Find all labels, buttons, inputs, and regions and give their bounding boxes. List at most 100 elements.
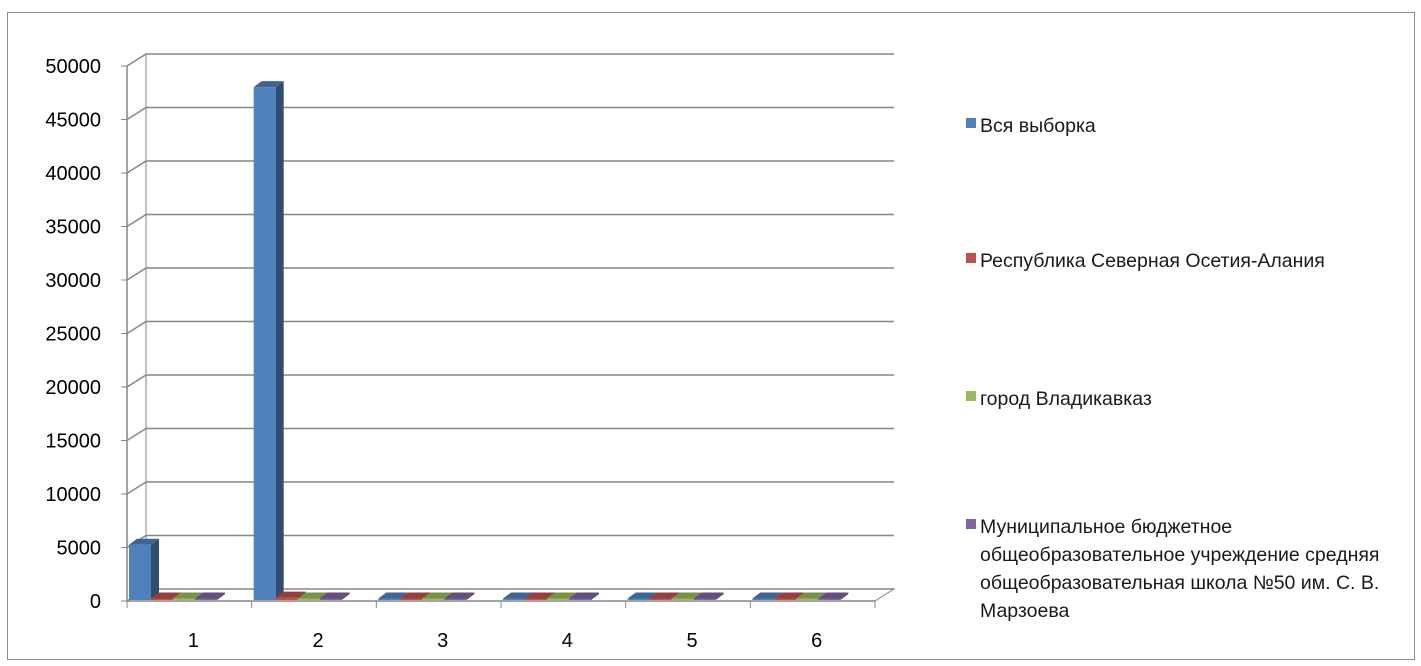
bar-top bbox=[547, 592, 577, 599]
bar-top bbox=[151, 592, 181, 599]
gridline bbox=[126, 106, 894, 121]
gridline bbox=[126, 160, 894, 174]
y-tick-label: 30000 bbox=[45, 270, 101, 292]
bar-front bbox=[319, 598, 342, 600]
bar-top bbox=[444, 592, 475, 599]
x-tick-label: 6 bbox=[811, 630, 822, 652]
bar-front bbox=[173, 598, 195, 600]
bar-top bbox=[503, 592, 533, 599]
bar-top bbox=[297, 592, 328, 599]
bar-front bbox=[378, 598, 401, 600]
gridline bbox=[126, 213, 894, 228]
bar-top bbox=[649, 592, 680, 599]
bar bbox=[444, 592, 475, 600]
y-tick-label: 10000 bbox=[45, 484, 101, 506]
bar-top bbox=[319, 592, 350, 599]
legend-swatch bbox=[966, 391, 976, 401]
bar-side bbox=[466, 592, 475, 600]
bar-top bbox=[422, 592, 453, 599]
bar-top bbox=[671, 592, 702, 599]
legend-swatch bbox=[966, 253, 976, 263]
legend-label: Республика Северная Осетия-Алания bbox=[980, 250, 1325, 272]
x-tick-label: 1 bbox=[188, 630, 199, 652]
y-tick-label: 40000 bbox=[45, 163, 101, 185]
bar-front bbox=[275, 597, 298, 600]
bar-front bbox=[444, 598, 467, 600]
bar-side bbox=[840, 592, 849, 600]
bar-top bbox=[253, 81, 284, 88]
legend-swatch bbox=[966, 519, 976, 529]
x-tick-label: 5 bbox=[686, 630, 697, 652]
bar-front bbox=[774, 598, 797, 600]
y-tick-label: 45000 bbox=[45, 110, 101, 132]
bar bbox=[319, 592, 350, 600]
legend-label: город Владикавказ bbox=[980, 388, 1152, 410]
bar-top bbox=[173, 592, 203, 599]
gridline bbox=[126, 534, 894, 549]
bar-front bbox=[525, 598, 547, 600]
bar-top bbox=[693, 592, 724, 599]
x-tick-label: 2 bbox=[312, 630, 323, 652]
legend-item-series-4: Муниципальное бюджетное общеобразователь… bbox=[966, 513, 1386, 625]
bar-side bbox=[341, 592, 350, 600]
chart-frame bbox=[7, 12, 1415, 660]
legend-label: Вся выборка bbox=[980, 115, 1096, 137]
legend-item-series-2: Республика Северная Осетия-Алания bbox=[966, 247, 1336, 275]
y-tick-label: 5000 bbox=[57, 538, 102, 560]
y-tick-label: 25000 bbox=[45, 324, 101, 346]
bar-top bbox=[796, 592, 827, 599]
y-tick-label: 15000 bbox=[45, 431, 101, 453]
bar-side bbox=[217, 592, 225, 600]
bar-top bbox=[378, 592, 409, 599]
gridline bbox=[126, 320, 894, 335]
x-tick-label: 4 bbox=[562, 630, 573, 652]
bar-front bbox=[253, 87, 276, 601]
x-tick-label: 3 bbox=[437, 630, 448, 652]
bar-front bbox=[627, 598, 650, 600]
bar-side bbox=[591, 592, 599, 600]
bar-side bbox=[715, 592, 724, 600]
bar-top bbox=[569, 592, 599, 599]
legend-swatch bbox=[966, 118, 976, 128]
bar-top bbox=[275, 591, 306, 598]
bar-front bbox=[752, 598, 775, 600]
bar bbox=[195, 592, 225, 600]
gridline bbox=[126, 481, 894, 495]
gridline bbox=[126, 267, 894, 281]
bar-front bbox=[693, 598, 716, 600]
legend-label: Муниципальное бюджетное общеобразователь… bbox=[980, 516, 1380, 622]
gridline bbox=[126, 53, 894, 67]
legend-item-series-3: город Владикавказ bbox=[966, 385, 1406, 413]
y-tick-label: 50000 bbox=[45, 56, 101, 78]
gridline bbox=[126, 427, 894, 442]
bar-front bbox=[569, 598, 591, 600]
legend-item-series-1: Вся выборка bbox=[966, 112, 1406, 140]
bar bbox=[693, 592, 724, 600]
bar-side bbox=[275, 81, 284, 601]
bar-front bbox=[503, 598, 525, 600]
y-tick-label: 35000 bbox=[45, 217, 101, 239]
bar-front bbox=[400, 598, 423, 600]
y-tick-label: 20000 bbox=[45, 377, 101, 399]
bar-front bbox=[129, 544, 151, 600]
gridline bbox=[126, 374, 894, 388]
bar-side bbox=[151, 538, 159, 600]
bar-front bbox=[649, 598, 672, 600]
bar-top bbox=[774, 592, 805, 599]
bar-top bbox=[752, 592, 783, 599]
bar-front bbox=[422, 598, 445, 600]
y-tick-label: 0 bbox=[90, 591, 101, 613]
bar-front bbox=[818, 598, 841, 600]
bar-top bbox=[525, 592, 555, 599]
bar-top bbox=[129, 538, 159, 545]
bar-front bbox=[671, 598, 694, 600]
bar bbox=[253, 81, 284, 601]
bar bbox=[818, 592, 849, 600]
bar-front bbox=[547, 598, 569, 600]
chart-legend: Вся выборка Республика Северная Осетия-А… bbox=[966, 0, 1406, 666]
bar-top bbox=[400, 592, 431, 599]
bar-top bbox=[627, 592, 658, 599]
bar-top bbox=[818, 592, 849, 599]
bar-front bbox=[796, 598, 819, 600]
